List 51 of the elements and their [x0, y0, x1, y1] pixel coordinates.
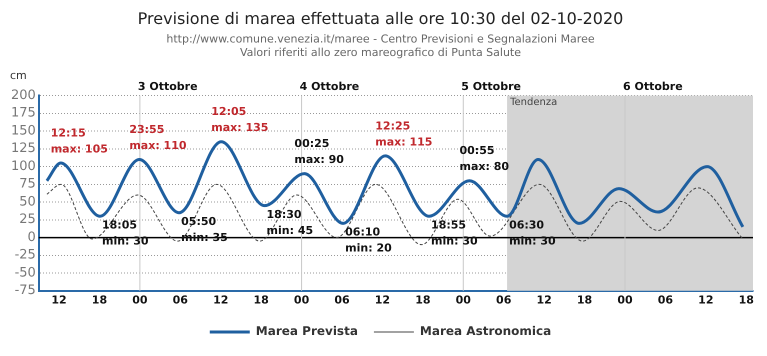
x-tick-label: 00	[294, 293, 310, 306]
x-tick-label: 06	[172, 293, 188, 306]
chart-subtitle: http://www.comune.venezia.it/maree - Centro Previsioni e Segnalazioni Maree Valori riferiti allo zero mareografico di Punta Salute	[166, 32, 595, 59]
y-axis-title: cm	[10, 68, 27, 82]
annotation: 12:15 max: 105	[50, 126, 108, 156]
x-tick-label: 18	[576, 293, 592, 306]
annotation: 12:25 max: 115	[375, 119, 432, 148]
y-tick-label: -75	[14, 283, 36, 298]
x-tick-label: 12	[374, 293, 390, 306]
y-tick-label: 75	[19, 176, 36, 192]
chart-title: Previsione di marea effettuata alle ore 10:30 del 02-10-2020	[138, 8, 624, 28]
x-tick-label: 18	[92, 293, 108, 306]
x-tick-label: 06	[334, 293, 350, 306]
annotation: 18:30 min: 45	[266, 208, 314, 237]
ref-line-label: 5 Ottobre	[461, 80, 521, 93]
x-tick-label: 12	[213, 293, 228, 306]
annotation: 00:25 max: 90	[294, 137, 344, 166]
x-tick-label: 18	[415, 293, 431, 306]
annotation: 18:55 min: 30	[431, 218, 478, 248]
annotation: 06:10 min: 20	[345, 226, 392, 255]
x-tick-label: 18	[254, 293, 269, 306]
ref-line-label: 6 Ottobre	[622, 80, 683, 93]
x-tick-label: 06	[496, 293, 512, 306]
x-tick-label: 00	[132, 293, 148, 306]
x-tick-label: 12	[51, 293, 67, 306]
y-tick-label: 25	[19, 212, 36, 228]
annotation: 12:05 max: 135	[211, 105, 268, 134]
y-tick-label: 175	[10, 106, 36, 121]
x-tick-label: 12	[536, 293, 552, 306]
ref-line-label: 4 Ottobre	[300, 80, 360, 93]
band-label: Tendenza	[509, 97, 558, 108]
y-tick-label: -50	[14, 265, 36, 280]
x-tick-label: 06	[658, 293, 674, 306]
y-tick-label: -25	[14, 248, 36, 263]
x-tick-label: 12	[698, 293, 714, 306]
y-tick-label: 0	[28, 230, 36, 245]
y-tick-label: 200	[10, 88, 36, 103]
legend-label: Marea Prevista	[256, 324, 358, 338]
legend-label: Marea Astronomica	[420, 324, 552, 338]
y-tick-label: 125	[10, 141, 36, 156]
x-tick-label: 00	[617, 293, 633, 306]
x-tick-label: 18	[738, 293, 754, 306]
y-tick-label: 50	[19, 194, 36, 210]
ref-line-label: 3 Ottobre	[138, 80, 198, 93]
annotation: 23:55 max: 110	[129, 122, 187, 152]
y-tick-label: 150	[10, 123, 36, 138]
x-tick-label: 00	[456, 293, 472, 306]
annotation: 18:05 min: 30	[102, 218, 149, 248]
annotation: 00:55 max: 80	[459, 144, 510, 174]
annotation: 06:30 min: 30	[509, 218, 556, 248]
y-tick-label: 100	[10, 158, 36, 174]
